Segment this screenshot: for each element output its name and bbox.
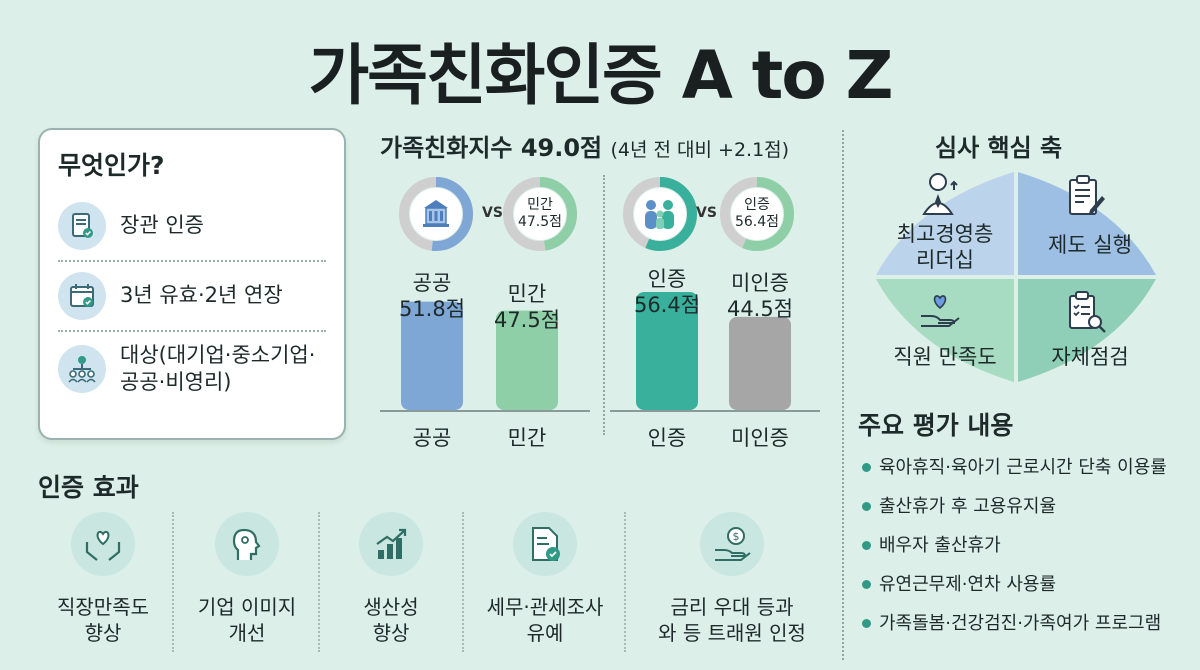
bar-3 [729,316,791,410]
calendar-check-icon [58,272,106,320]
quadrant-label: 최고경영층 리더십 [896,222,994,273]
donut-label: 민간 47.5점 [517,197,563,230]
x-tick-label: 인증 [647,426,687,450]
donut-private: 민간 47.5점 [500,174,580,254]
bar-value-label: 인증 56.4점 [633,267,701,318]
quadrant-label: 자체점검 [1051,345,1129,369]
index-subtitle: (4년 전 대비 +2.1점) [610,139,790,161]
head-profile-icon [215,512,279,576]
x-tick-label: 미인증 [731,426,789,450]
bar-1 [496,310,558,410]
effect-item: $ 금리 우대 등과 와 등 트래원 인정 [632,512,832,646]
building-icon [420,196,452,234]
what-card: 무엇인가? 장관 인증 3년 유효·2년 연장 대상(대기업·중소기업· 공공·… [38,128,346,440]
list-item: 배우자 출산휴가 [862,526,1192,565]
what-item: 3년 유효·2년 연장 [58,262,326,332]
list-item: 가족돌봄·건강검진·가족여가 프로그램 [862,604,1192,643]
vs-label: VS [696,205,717,221]
bar-2 [636,292,698,410]
bullet-icon [862,463,871,472]
what-item-text: 3년 유효·2년 연장 [120,283,283,308]
donut-certified-score: 인증 56.4점 [717,174,797,254]
quadrant-leadership [876,172,1014,275]
tax-document-icon [513,512,577,576]
bullet-icon [862,541,871,550]
bar-value-label: 미인증 44.5점 [726,271,794,322]
page-title: 가족친화인증 A to Z [308,37,893,114]
donut-label: 인증 56.4점 [734,197,780,230]
right-divider [842,130,844,660]
list-item: 유연근무제·연차 사용률 [862,565,1192,604]
list-item-text: 유연근무제·연차 사용률 [879,573,1057,595]
evaluation-title: 주요 평가 내용 [858,411,1014,440]
quadrant-execution [1018,172,1156,275]
effect-text: 기업 이미지 개선 [197,595,297,645]
baseline-left [380,410,590,412]
effect-divider [462,512,464,652]
index-title: 가족친화지수 49.0점 (4년 전 대비 +2.1점) [380,128,789,163]
money-hand-icon: $ [700,512,764,576]
what-item: 대상(대기업·중소기업· 공공·비영리) [58,332,326,407]
bar-value-label: 민간 47.5점 [493,282,561,333]
heart-hands-icon [71,512,135,576]
effect-item: 생산성 향상 [326,512,456,646]
quadrant-label: 제도 실행 [1048,233,1132,257]
list-item-text: 출산휴가 후 고용유지율 [879,495,1057,517]
evaluation-list: 육아휴직·육아기 근로시간 단축 이용률 출산휴가 후 고용유지율 배우자 출산… [862,448,1192,643]
effect-text: 세무·관세조사 유예 [486,595,604,645]
x-tick-label: 민간 [507,426,547,450]
bar-0 [401,301,463,410]
what-item-text: 장관 인증 [120,213,204,238]
bullet-icon [862,619,871,628]
effect-item: 세무·관세조사 유예 [470,512,620,646]
executive-icon [918,170,962,220]
bullet-icon [862,580,871,589]
bar-value-label: 공공 51.8점 [398,271,466,322]
clipboard-pen-icon [1066,174,1106,222]
list-item-text: 배우자 출산휴가 [879,534,1001,556]
review-diamond [876,172,1156,382]
what-title: 무엇인가? [58,151,165,180]
donut-public [396,174,476,254]
effect-item: 기업 이미지 개선 [182,512,312,646]
bullet-icon [862,502,871,511]
quadrant-selfcheck [1018,279,1156,382]
effects-title: 인증 효과 [38,473,139,502]
list-item-text: 육아휴직·육아기 근로시간 단축 이용률 [879,456,1167,478]
effect-item: 직장만족도 향상 [38,512,168,646]
what-item: 장관 인증 [58,192,326,262]
effect-divider [318,512,320,652]
quadrant-label: 직원 만족도 [893,345,997,369]
vs-label: VS [482,205,503,221]
center-divider [603,175,605,435]
effect-text: 금리 우대 등과 와 등 트래원 인정 [658,595,806,645]
family-icon [640,196,680,236]
review-title: 심사 핵심 축 [935,134,1063,162]
certificate-icon [58,202,106,250]
org-chart-icon [58,345,106,394]
effect-divider [624,512,626,652]
checklist-search-icon [1066,290,1108,338]
heart-hand-icon [918,290,962,334]
x-tick-label: 공공 [412,426,452,450]
effect-text: 생산성 향상 [363,595,419,645]
donut-certified [620,174,700,254]
svg-text:$: $ [733,530,740,543]
list-item: 육아휴직·육아기 근로시간 단축 이용률 [862,448,1192,487]
bar-chart [401,292,791,410]
effect-divider [172,512,174,652]
list-item-text: 가족돌봄·건강검진·가족여가 프로그램 [879,612,1162,634]
list-item: 출산휴가 후 고용유지율 [862,487,1192,526]
baseline-right [610,410,820,412]
index-title-text: 가족친화지수 49.0점 [380,134,603,162]
effect-text: 직장만족도 향상 [57,595,149,645]
growth-chart-icon [359,512,423,576]
quadrant-satisfaction [876,279,1014,382]
what-item-text: 대상(대기업·중소기업· 공공·비영리) [120,343,316,395]
